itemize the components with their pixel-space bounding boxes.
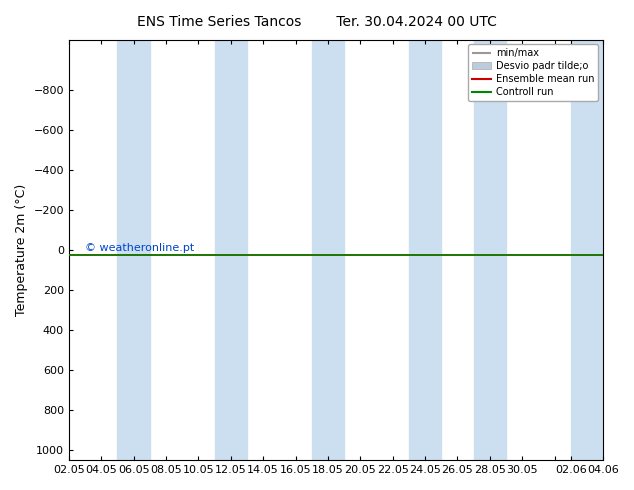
Bar (215, 40, 247, 460)
Bar (571, 40, 603, 460)
Text: © weatheronline.pt: © weatheronline.pt (85, 243, 194, 253)
Bar (409, 40, 441, 460)
Bar (312, 40, 344, 460)
Text: ENS Time Series Tancos        Ter. 30.04.2024 00 UTC: ENS Time Series Tancos Ter. 30.04.2024 0… (137, 15, 497, 29)
Bar (117, 40, 150, 460)
Y-axis label: Temperature 2m (°C): Temperature 2m (°C) (15, 184, 28, 316)
Legend: min/max, Desvio padr tilde;o, Ensemble mean run, Controll run: min/max, Desvio padr tilde;o, Ensemble m… (468, 45, 598, 101)
Bar (474, 40, 506, 460)
